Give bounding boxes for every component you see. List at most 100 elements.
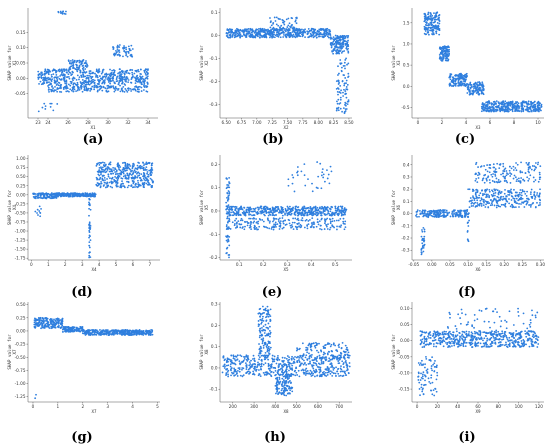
scatter-point xyxy=(276,223,279,226)
scatter-point xyxy=(496,200,499,203)
scatter-point xyxy=(273,27,276,30)
scatter-point xyxy=(516,110,518,112)
scatter-point xyxy=(503,108,506,111)
scatter-point xyxy=(103,81,106,84)
scatter-point xyxy=(292,176,295,179)
scatter-point xyxy=(118,74,121,77)
scatter-point xyxy=(230,206,233,209)
scatter-point xyxy=(135,69,138,72)
x-axis-label: X4 xyxy=(91,267,97,272)
scatter-point xyxy=(345,102,347,105)
scatter-point xyxy=(144,69,147,72)
scatter-point xyxy=(86,89,88,92)
scatter-point xyxy=(37,78,40,80)
y-axis-label: SHAP value forX5 xyxy=(199,189,209,225)
scatter-point xyxy=(112,69,115,71)
scatter-point xyxy=(113,169,115,172)
scatter-point xyxy=(427,11,430,14)
scatter-point xyxy=(336,108,338,110)
scatter-point xyxy=(145,182,148,185)
scatter-point xyxy=(528,198,530,201)
scatter-point xyxy=(71,64,74,67)
scatter-point xyxy=(227,184,230,187)
scatter-point xyxy=(333,220,336,222)
scatter-point xyxy=(99,77,102,80)
scatter-point xyxy=(95,183,98,186)
scatter-point xyxy=(255,218,257,220)
scatter-point xyxy=(521,189,524,192)
scatter-point xyxy=(237,207,239,210)
scatter-point xyxy=(243,214,246,216)
scatter-point xyxy=(299,209,302,212)
scatter-point xyxy=(267,29,270,32)
scatter-point xyxy=(531,106,534,109)
scatter-point xyxy=(333,42,336,45)
scatter-point xyxy=(510,101,513,104)
scatter-point xyxy=(343,207,346,209)
scatter-point xyxy=(263,28,266,30)
scatter-point xyxy=(226,191,229,194)
scatter-point xyxy=(488,188,491,191)
scatter-point xyxy=(90,87,93,90)
scatter-point xyxy=(294,31,297,34)
scatter-point xyxy=(337,88,340,90)
scatter-point xyxy=(72,71,74,74)
scatter-point xyxy=(45,81,48,84)
scatter-point xyxy=(81,71,84,74)
scatter-point xyxy=(124,50,126,53)
scatter-point xyxy=(99,162,102,165)
x-tick-label: 4 xyxy=(465,120,468,125)
scatter-point xyxy=(496,202,499,204)
scatter-point xyxy=(347,100,350,103)
scatter-point xyxy=(530,100,532,103)
scatter-point xyxy=(42,78,45,81)
scatter-point xyxy=(479,199,482,202)
scatter-point xyxy=(305,218,308,221)
scatter-point xyxy=(339,84,342,87)
scatter-point xyxy=(488,190,491,193)
scatter-point xyxy=(78,192,80,195)
scatter-point xyxy=(342,45,344,48)
scatter-point xyxy=(281,206,284,209)
scatter-point xyxy=(81,65,84,67)
scatter-point xyxy=(518,107,520,110)
scatter-point xyxy=(277,24,280,27)
scatter-point xyxy=(127,178,130,180)
scatter-point xyxy=(122,172,125,175)
scatter-point xyxy=(272,228,275,231)
scatter-point xyxy=(263,35,266,38)
scatter-point xyxy=(273,223,275,226)
scatter-point xyxy=(46,70,49,73)
scatter-point xyxy=(323,228,326,230)
scatter-point xyxy=(540,104,543,107)
scatter-point xyxy=(474,82,477,85)
scatter-point xyxy=(243,221,246,223)
scatter-point xyxy=(327,212,329,215)
scatter-point xyxy=(531,102,534,104)
scatter-point xyxy=(459,77,462,80)
scatter-point xyxy=(485,196,487,199)
scatter-point xyxy=(84,68,87,70)
scatter-point xyxy=(99,171,102,174)
scatter-point xyxy=(295,210,298,213)
scatter-point xyxy=(497,193,500,196)
scatter-point xyxy=(479,82,482,85)
scatter-point xyxy=(110,85,113,88)
scatter-point xyxy=(51,89,54,92)
scatter-point xyxy=(465,78,467,81)
scatter-point xyxy=(266,30,269,33)
scatter-point xyxy=(104,79,106,81)
scatter-point xyxy=(276,35,278,38)
scatter-point xyxy=(69,88,72,91)
scatter-point xyxy=(301,31,304,33)
scatter-point xyxy=(117,83,120,86)
scatter-point xyxy=(267,33,269,35)
scatter-point xyxy=(335,88,338,90)
scatter-point xyxy=(288,31,291,34)
scatter-point xyxy=(58,70,61,73)
scatter-point xyxy=(255,221,258,224)
scatter-point xyxy=(137,86,140,88)
scatter-point xyxy=(291,208,294,211)
scatter-point xyxy=(61,12,64,14)
scatter-point xyxy=(136,88,139,91)
